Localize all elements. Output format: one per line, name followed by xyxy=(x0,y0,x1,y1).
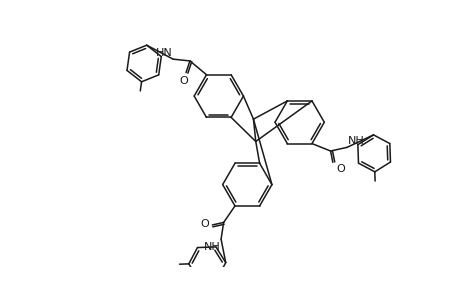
Text: O: O xyxy=(200,219,209,229)
Text: NH: NH xyxy=(203,242,220,251)
Text: O: O xyxy=(179,76,188,86)
Text: O: O xyxy=(335,164,344,174)
Text: NH: NH xyxy=(347,136,364,146)
Text: HN: HN xyxy=(155,48,172,58)
